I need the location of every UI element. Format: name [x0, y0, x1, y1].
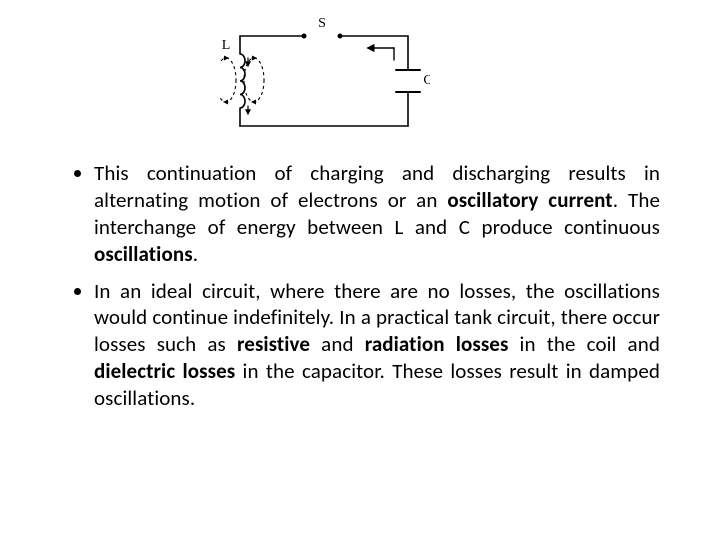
bullet-bold-text: radiation losses [365, 331, 509, 357]
bullet-text: and [310, 331, 365, 357]
capacitor-label: C [423, 73, 430, 88]
bullet-bold-text: oscillations [94, 241, 193, 267]
bullet-text: in the coil and [508, 331, 660, 357]
bullet-2: In an ideal circuit, where there are no … [94, 278, 660, 412]
switch-label: S [318, 16, 326, 31]
slide: S L C This continuation of charging and di… [0, 0, 720, 540]
inductor-label: L [222, 38, 231, 53]
switch-terminal-left [302, 34, 307, 39]
bullet-bold-text: dielectric losses [94, 358, 235, 384]
lc-circuit-diagram: S L C [220, 8, 430, 138]
body-text: This continuation of charging and discha… [70, 160, 660, 422]
bullet-bold-text: oscillatory current [447, 187, 612, 213]
switch-terminal-right [338, 34, 343, 39]
bullet-1: This continuation of charging and discha… [94, 160, 660, 268]
bullet-list: This continuation of charging and discha… [70, 160, 660, 412]
bullet-bold-text: resistive [237, 331, 310, 357]
bullet-text: . [193, 241, 198, 267]
field-loop-1 [244, 58, 264, 102]
field-loop-0 [220, 58, 236, 102]
